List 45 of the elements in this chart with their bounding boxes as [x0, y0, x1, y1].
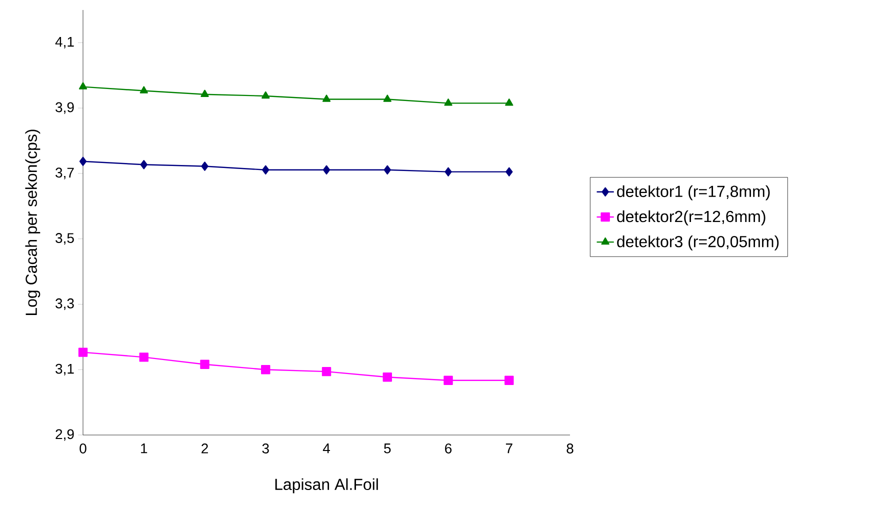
point — [79, 156, 87, 166]
point — [322, 94, 331, 102]
point — [444, 167, 452, 176]
y-tick-label: 2,9 — [56, 429, 74, 441]
point — [444, 98, 452, 106]
x-tick-label: 3 — [262, 444, 269, 454]
point — [262, 165, 270, 174]
x-axis-title: Lapisan Al.Foil — [275, 478, 378, 494]
point — [382, 372, 392, 382]
point — [140, 160, 148, 170]
point — [505, 98, 514, 106]
point — [504, 376, 514, 386]
y-tick-label: 3,1 — [56, 364, 74, 376]
x-tick-label: 2 — [202, 444, 208, 454]
point — [201, 162, 208, 171]
legend-label: detektor2(r=12,6mm) — [617, 210, 766, 226]
point — [200, 90, 209, 97]
point — [200, 360, 210, 369]
y-tick-label: 3,9 — [56, 102, 74, 114]
point — [322, 165, 330, 174]
point — [78, 348, 88, 357]
point — [384, 165, 391, 174]
legend-label: detektor1 (r=17,8mm) — [617, 185, 770, 200]
x-tick-label: 1 — [141, 444, 148, 454]
x-tick-label: 5 — [384, 444, 391, 454]
point — [261, 365, 270, 374]
y-tick-label: 4,1 — [55, 36, 74, 48]
x-tick-label: 8 — [566, 444, 574, 454]
y-axis-title: Log Cacah per sekon(cps) — [25, 130, 40, 316]
legend-label: detektor3 (r=20,05mm) — [617, 236, 779, 250]
point — [322, 366, 332, 376]
x-tick-label: 4 — [322, 444, 330, 454]
x-tick-label: 0 — [80, 444, 86, 454]
point — [78, 82, 88, 90]
y-tick-label: 3,5 — [56, 233, 74, 245]
point — [139, 352, 148, 362]
point — [383, 94, 392, 102]
point — [506, 167, 513, 176]
point — [262, 91, 270, 99]
y-tick-label: 3,7 — [56, 168, 74, 180]
x-tick-label: 6 — [445, 444, 452, 454]
y-tick-label: 3,3 — [56, 298, 74, 310]
point — [444, 376, 453, 386]
point — [140, 86, 148, 94]
x-tick-label: 7 — [506, 444, 512, 454]
